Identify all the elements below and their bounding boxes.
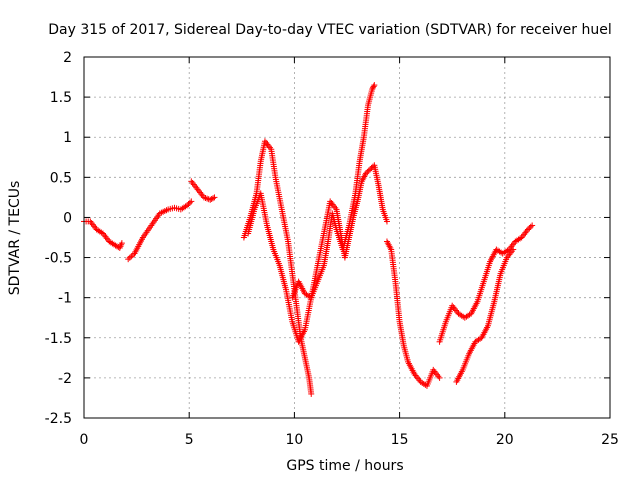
data-point-fill <box>369 84 376 91</box>
data-point-fill <box>370 83 377 90</box>
data-point-fill <box>526 225 533 232</box>
data-point <box>383 218 390 225</box>
data-point-fill <box>186 199 193 206</box>
data-point <box>308 390 315 397</box>
plot-frame <box>83 56 611 419</box>
chart-title: Day 315 of 2017, Sidereal Day-to-day VTE… <box>48 22 611 38</box>
data-point <box>367 166 374 173</box>
grid-layer <box>84 57 610 418</box>
y-tick-label: 0 <box>63 210 72 226</box>
data-point <box>436 374 443 381</box>
data-point-fill <box>128 253 135 260</box>
y-tick-label: 0.5 <box>50 170 72 186</box>
data-point <box>369 86 376 93</box>
y-tick-label: -1.5 <box>45 331 72 347</box>
y-tick-labels: -2.5 -2 -1.5 -1 -0.5 0 0.5 1 1.5 2 <box>45 50 72 427</box>
x-tick-label: 0 <box>80 432 89 448</box>
data-point <box>184 202 191 209</box>
data-point <box>125 256 132 263</box>
data-point <box>524 226 531 233</box>
x-tick-label: 10 <box>285 432 303 448</box>
data-point-fill <box>364 168 371 175</box>
y-axis-title: SDTVAR / TECUs <box>7 181 23 296</box>
data-point-fill <box>368 164 375 171</box>
x-tick-label: 15 <box>391 432 409 448</box>
y-tick-label: 1.5 <box>50 90 72 106</box>
y-tick-label: -0.5 <box>45 251 72 267</box>
y-tick-label: 1 <box>63 130 72 146</box>
y-tick-label: -2.5 <box>45 411 72 427</box>
data-point-fill <box>365 167 372 174</box>
y-tick-label: -2 <box>58 371 72 387</box>
y-tick-label: -1 <box>58 291 72 307</box>
data-point-fill <box>185 201 192 208</box>
data-point <box>188 198 195 205</box>
data-point <box>362 170 369 177</box>
data-point <box>371 82 378 89</box>
x-tick-label: 25 <box>601 432 619 448</box>
data-marks <box>81 82 536 397</box>
data-point-fill <box>527 223 534 230</box>
x-axis-title: GPS time / hours <box>286 458 403 474</box>
x-tick-labels: 0 5 10 15 20 25 <box>80 432 619 448</box>
data-point-fill <box>210 195 217 202</box>
x-tick-label: 5 <box>185 432 194 448</box>
data-point <box>529 222 536 229</box>
x-tick-label: 20 <box>496 432 514 448</box>
data-point-fill <box>126 254 133 261</box>
data-point <box>211 194 218 201</box>
data-point <box>118 240 125 247</box>
y-tick-label: 2 <box>63 50 72 66</box>
axis-ticks <box>83 56 611 419</box>
data-point <box>510 246 517 253</box>
